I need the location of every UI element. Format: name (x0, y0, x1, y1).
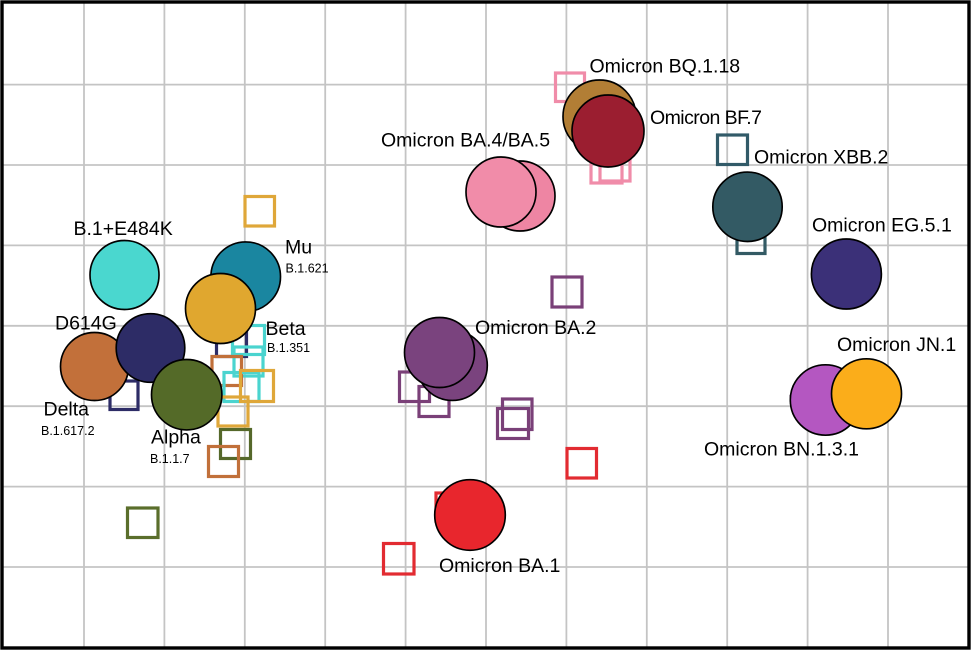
svg-text:Omicron EG.5.1: Omicron EG.5.1 (812, 215, 952, 237)
svg-text:Omicron BA.4/BA.5: Omicron BA.4/BA.5 (381, 130, 550, 152)
svg-text:Mu: Mu (285, 237, 312, 259)
svg-text:D614G: D614G (55, 313, 117, 335)
svg-text:Omicron XBB.2: Omicron XBB.2 (754, 147, 888, 169)
svg-text:B.1+E484K: B.1+E484K (74, 218, 173, 240)
svg-text:Omicron BQ.1.18: Omicron BQ.1.18 (590, 56, 741, 78)
svg-text:B.1.351: B.1.351 (267, 341, 310, 355)
svg-text:Omicron JN.1: Omicron JN.1 (837, 334, 956, 356)
svg-text:Omicron BF.7: Omicron BF.7 (650, 107, 762, 129)
svg-text:B.1.621: B.1.621 (286, 262, 329, 276)
svg-text:Omicron BN.1.3.1: Omicron BN.1.3.1 (704, 439, 859, 461)
svg-text:Omicron BA.1: Omicron BA.1 (439, 555, 560, 577)
svg-text:B.1.1.7: B.1.1.7 (150, 452, 190, 466)
svg-text:B.1.617.2: B.1.617.2 (41, 424, 95, 438)
svg-text:Beta: Beta (266, 318, 306, 340)
svg-text:Alpha: Alpha (151, 427, 201, 449)
svg-text:Delta: Delta (44, 399, 90, 421)
svg-text:Omicron BA.2: Omicron BA.2 (475, 317, 596, 339)
